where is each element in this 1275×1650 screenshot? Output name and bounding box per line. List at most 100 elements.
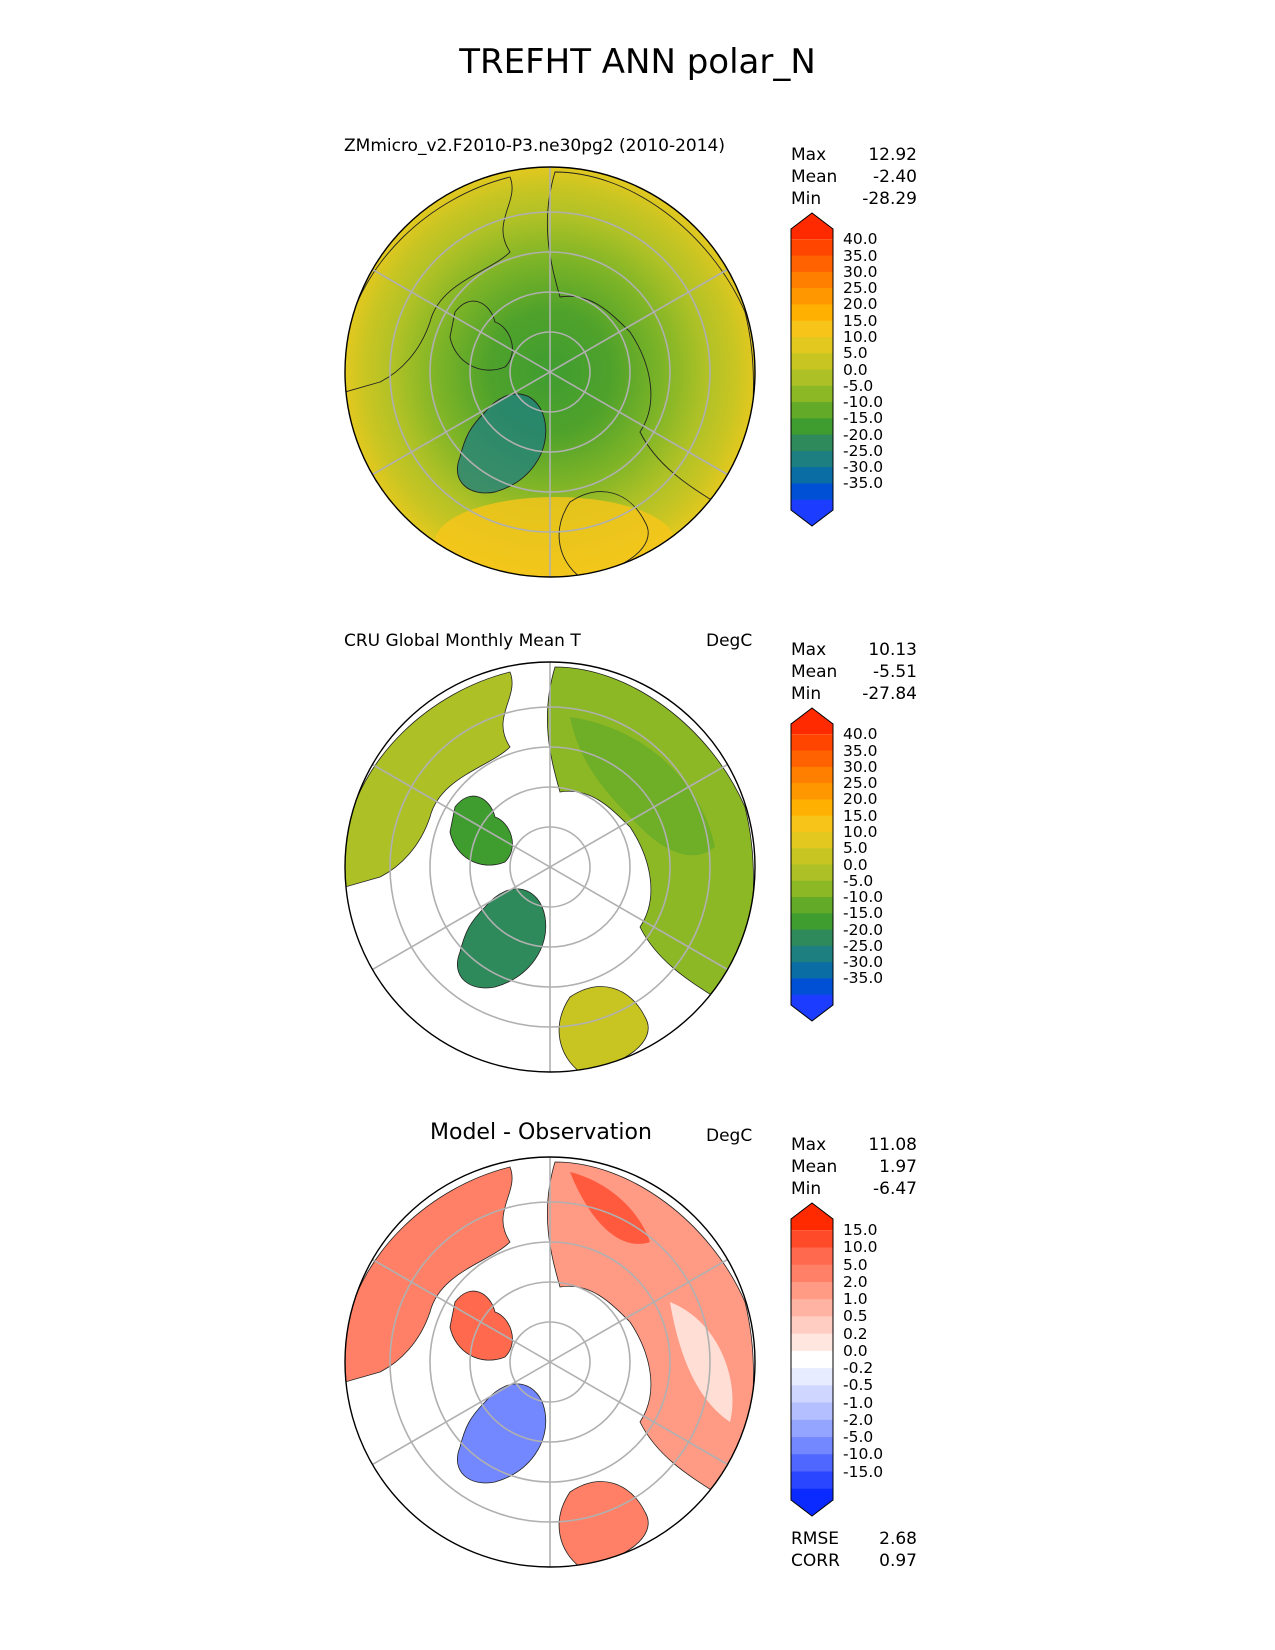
colorbar-segment <box>791 483 833 501</box>
panel2-meridian <box>372 763 728 971</box>
colorbar-segment <box>791 499 833 526</box>
colorbar-tick-label: -20.0 <box>843 920 884 939</box>
colorbar-segment <box>791 402 833 419</box>
colorbar-segment <box>791 1454 833 1473</box>
colorbar-segment <box>791 1230 833 1248</box>
colorbar-tick-label: -15.0 <box>843 904 884 923</box>
colorbar-tick-label: 5.0 <box>843 344 868 363</box>
colorbar-tick-label: -10.0 <box>843 1445 884 1464</box>
colorbar-segment <box>791 271 833 289</box>
colorbar-segment <box>791 213 833 240</box>
panel3-land <box>345 1166 513 1383</box>
colorbar-segment <box>791 913 833 931</box>
colorbar-tick-label: 15.0 <box>843 1221 878 1240</box>
colorbar-segment <box>791 708 833 735</box>
panel3-map <box>344 1156 756 1568</box>
colorbar-segment <box>791 320 833 338</box>
colorbar-tick-label: 40.0 <box>843 725 878 744</box>
colorbar-segment <box>791 734 833 752</box>
colorbar-tick-label: 10.0 <box>843 1238 878 1257</box>
colorbar-tick-label: 15.0 <box>843 806 878 825</box>
colorbar-segment <box>791 880 833 898</box>
panel2-title: CRU Global Monthly Mean T <box>344 631 581 651</box>
panel2-mean-label: Mean <box>791 662 838 682</box>
panel1-coastline <box>345 176 513 393</box>
colorbar-tick-label: 0.0 <box>843 1341 868 1360</box>
panel1-map <box>344 166 756 578</box>
colorbar-segment <box>791 1488 833 1516</box>
colorbar-tick-label: -2.0 <box>843 1410 874 1429</box>
colorbar-tick-label: -1.0 <box>843 1393 874 1412</box>
panel1-coastline <box>449 300 513 371</box>
colorbar-segment <box>791 848 833 865</box>
colorbar-tick-label: 30.0 <box>843 757 878 776</box>
colorbar-segment <box>791 434 833 452</box>
panel3-min-label: Min <box>791 1179 822 1199</box>
colorbar-tick-label: 2.0 <box>843 1272 868 1291</box>
panel1-max-label: Max <box>791 145 827 165</box>
colorbar-segment <box>791 766 833 784</box>
panel3-min-value: -6.47 <box>873 1179 917 1199</box>
panel2-colorbar-ticks: 40.0 35.0 30.0 25.0 20.0 15.0 10.0 5.0 0.0 -5.0 -1… <box>843 726 883 987</box>
panel2-mean-value: -5.51 <box>873 662 917 682</box>
panel1-coastline <box>546 171 754 513</box>
colorbar-segment <box>791 831 833 849</box>
colorbar-segment <box>791 945 833 963</box>
colorbar-outline <box>790 707 834 1022</box>
panel2-colorbar <box>790 707 834 1022</box>
panel2-map-boundary <box>344 661 756 1073</box>
panel1-title: ZMmicro_v2.F2010-P3.ne30pg2 (2010-2014) <box>344 136 725 156</box>
colorbar-tick-label: -10.0 <box>843 393 884 412</box>
panel1-coastline <box>457 393 547 494</box>
colorbar-tick-label: -0.2 <box>843 1359 874 1378</box>
colorbar-tick-label: 25.0 <box>843 279 878 298</box>
panel1-stats: Max 12.92 Mean -2.40 Min -28.29 <box>791 144 917 210</box>
panel1-min-value: -28.29 <box>862 189 917 209</box>
colorbar-outline <box>790 1202 834 1517</box>
panel1-coastline <box>558 491 649 577</box>
colorbar-segment <box>791 1299 833 1317</box>
colorbar-tick-label: -20.0 <box>843 425 884 444</box>
colorbar-segment <box>791 418 833 436</box>
colorbar-segment <box>791 1471 833 1490</box>
panel3-rmse-value: 2.68 <box>879 1529 917 1549</box>
colorbar-segment <box>791 288 833 305</box>
colorbar-tick-label: 5.0 <box>843 839 868 858</box>
colorbar-segment <box>791 1316 833 1335</box>
colorbar-segment <box>791 994 833 1021</box>
colorbar-tick-label: -35.0 <box>843 969 884 988</box>
panel1-mean-label: Mean <box>791 167 838 187</box>
colorbar-segment <box>791 1264 833 1283</box>
colorbar-tick-label: -5.0 <box>843 376 874 395</box>
colorbar-segment <box>791 864 833 882</box>
panel3-land <box>547 1161 754 1503</box>
panel1-meridian <box>372 268 728 476</box>
panel1-map-boundary <box>344 166 756 578</box>
panel2-min-value: -27.84 <box>862 684 917 704</box>
panel3-rmse-label: RMSE <box>791 1529 840 1549</box>
colorbar-tick-label: -5.0 <box>843 871 874 890</box>
panel3-corr-label: CORR <box>791 1551 840 1571</box>
colorbar-segment <box>791 353 833 370</box>
panel1-colorbar-ticks: 40.0 35.0 30.0 25.0 20.0 15.0 10.0 5.0 0.0 -5.0 -1… <box>843 231 883 492</box>
colorbar-tick-label: -30.0 <box>843 953 884 972</box>
colorbar-tick-label: 0.2 <box>843 1324 868 1343</box>
colorbar-segment <box>791 450 833 468</box>
colorbar-segment <box>791 1247 833 1266</box>
colorbar-segment <box>791 1385 833 1404</box>
panel3-mean-label: Mean <box>791 1157 838 1177</box>
colorbar-segment <box>791 1419 833 1438</box>
panel3-corr-value: 0.97 <box>879 1551 917 1571</box>
colorbar-segment <box>791 799 833 817</box>
panel2-stats: Max 10.13 Mean -5.51 Min -27.84 <box>791 639 917 705</box>
colorbar-segment <box>791 1350 833 1369</box>
colorbar-tick-label: 1.0 <box>843 1290 868 1309</box>
colorbar-segment <box>791 1281 833 1300</box>
colorbar-segment <box>791 962 833 979</box>
panel1-mean-value: -2.40 <box>873 167 917 187</box>
colorbar-tick-label: 5.0 <box>843 1255 868 1274</box>
colorbar-segment <box>791 304 833 322</box>
panel3-stats: Max 11.08 Mean 1.97 Min -6.47 <box>791 1134 917 1200</box>
colorbar-tick-label: 40.0 <box>843 230 878 249</box>
colorbar-segment <box>791 897 833 914</box>
